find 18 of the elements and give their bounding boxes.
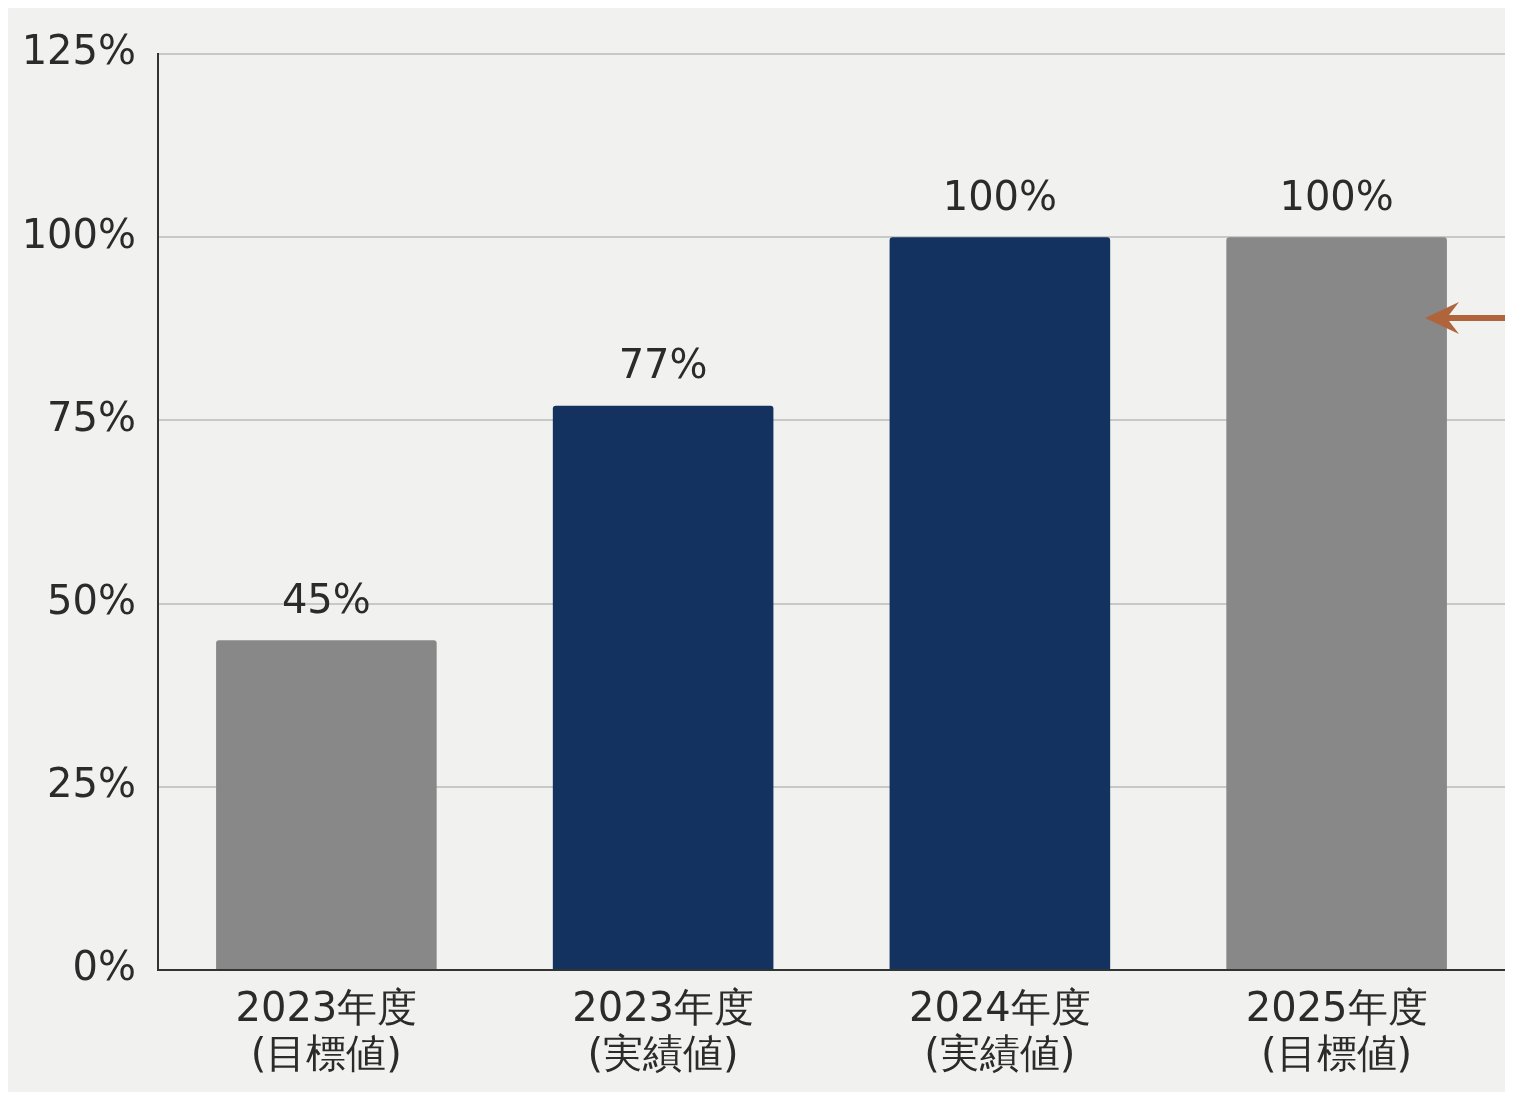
- y-tick-label: 75%: [47, 393, 136, 440]
- x-tick-label: 2023年度 (目標値): [235, 984, 418, 1077]
- data-label: 45%: [281, 575, 371, 622]
- bar: [1226, 237, 1447, 969]
- bar: [552, 405, 774, 969]
- bar: [216, 640, 437, 969]
- x-tick-label: 2025年度 (目標値): [1245, 984, 1428, 1077]
- y-tick-label: 0%: [72, 943, 136, 990]
- y-tick-label: 100%: [21, 210, 136, 257]
- bar: [889, 237, 1111, 969]
- y-tick-label: 25%: [47, 760, 136, 807]
- x-tick-label: 2023年度 (実績値): [572, 984, 755, 1077]
- x-tick-label: 2024年度 (実績値): [908, 984, 1091, 1077]
- data-label: 77%: [618, 341, 708, 388]
- y-tick-label: 125%: [21, 27, 136, 74]
- data-label: 100%: [1279, 172, 1394, 219]
- data-label: 100%: [942, 172, 1058, 219]
- y-tick-label: 50%: [47, 576, 136, 623]
